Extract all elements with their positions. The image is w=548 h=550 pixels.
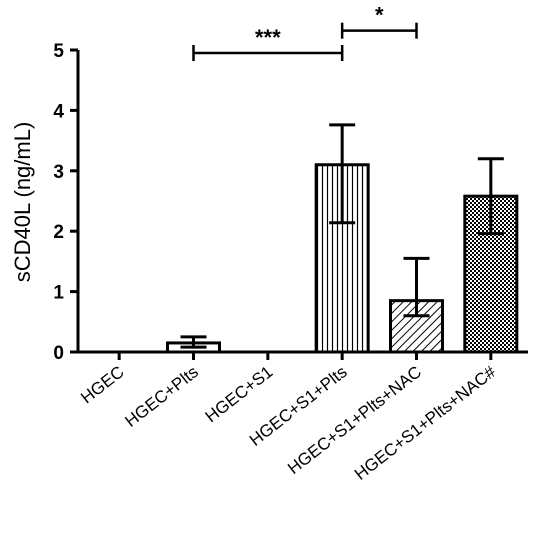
significance-label: ***: [255, 25, 281, 50]
x-category-label: HGEC+S1: [202, 362, 277, 426]
y-tick-label: 5: [53, 41, 64, 62]
y-tick-label: 0: [53, 343, 64, 364]
error-bars: [180, 123, 504, 349]
y-tick-label: 4: [53, 101, 64, 122]
y-axis-label: sCD40L (ng/mL): [10, 122, 35, 283]
x-category-label: HGEC+Plts: [121, 362, 202, 431]
y-ticks: 0 1 2 3 4 5: [53, 41, 78, 364]
y-tick-label: 1: [53, 283, 64, 304]
axes: [76, 50, 528, 360]
y-tick-label: 2: [53, 222, 64, 243]
y-tick-label: 3: [53, 162, 64, 183]
x-category-label: HGEC+S1+Plts+NAC#: [351, 362, 500, 484]
significance-markers: ****: [192, 3, 418, 62]
x-category-label: HGEC+S1+Plts+NAC: [284, 362, 425, 478]
significance-label: *: [375, 3, 384, 28]
x-category-label: HGEC: [77, 362, 127, 407]
bar: [389, 299, 444, 354]
